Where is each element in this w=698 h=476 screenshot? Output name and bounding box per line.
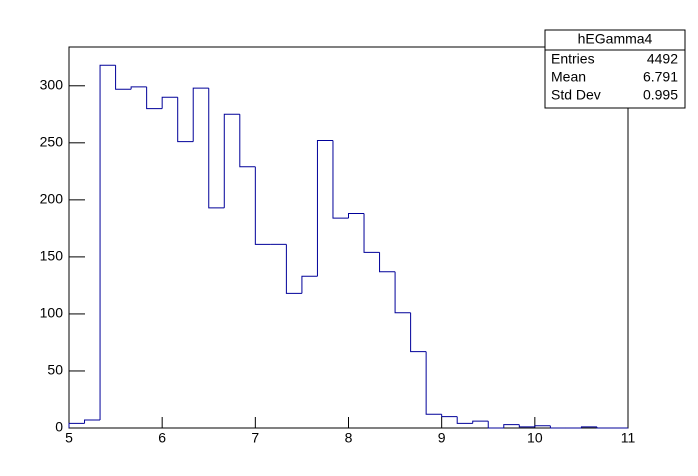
stats-title: hEGamma4 xyxy=(578,31,653,47)
histogram-bin xyxy=(301,275,318,294)
x-tick-label: 10 xyxy=(527,430,543,446)
histogram-bin xyxy=(192,87,209,142)
histogram-bin xyxy=(456,416,473,424)
x-tick-label: 8 xyxy=(345,430,353,446)
histogram-bin xyxy=(208,88,225,209)
x-tick-label: 7 xyxy=(251,430,259,446)
histogram-bin xyxy=(130,86,147,90)
histogram-bin xyxy=(472,420,489,424)
x-tick-label: 5 xyxy=(65,430,73,446)
histogram-bin xyxy=(285,244,302,294)
histogram-bin xyxy=(580,426,597,428)
y-tick-label: 150 xyxy=(40,248,64,264)
y-tick-label: 200 xyxy=(40,191,64,207)
histogram-bin xyxy=(177,97,194,143)
histogram-bin xyxy=(223,113,240,208)
y-tick-label: 100 xyxy=(40,305,64,321)
histogram-bin xyxy=(254,166,271,245)
y-tick-label: 300 xyxy=(40,76,64,92)
histogram-bin xyxy=(379,252,396,273)
histogram-bin xyxy=(596,426,613,429)
histogram-bin xyxy=(487,421,504,429)
histogram-bin xyxy=(99,64,116,421)
histogram-bin xyxy=(534,425,551,427)
histogram-bin xyxy=(518,424,535,428)
histogram-bin xyxy=(425,351,442,415)
stats-value: 0.995 xyxy=(643,87,678,103)
histogram-bin xyxy=(68,422,85,428)
histogram-bin xyxy=(363,213,380,253)
histogram-bin xyxy=(161,96,178,109)
histogram-bin xyxy=(394,271,411,314)
histogram-bin xyxy=(503,424,520,428)
histogram-bin xyxy=(410,312,427,353)
y-tick-label: 0 xyxy=(55,419,63,435)
histogram-bin xyxy=(316,140,333,277)
stats-value: 6.791 xyxy=(643,69,678,85)
histogram-bin xyxy=(115,65,132,90)
stats-box xyxy=(544,29,686,109)
stats-label: Entries xyxy=(551,51,595,67)
histogram-bin xyxy=(332,140,349,219)
x-tick-label: 11 xyxy=(621,430,636,446)
stats-value: 4492 xyxy=(647,51,678,67)
histogram-bin xyxy=(348,213,365,219)
histogram-bin xyxy=(441,414,458,418)
y-tick-label: 250 xyxy=(40,134,64,150)
histogram-bin xyxy=(146,86,163,110)
x-tick-label: 6 xyxy=(158,430,166,446)
histogram-bin xyxy=(84,419,101,424)
histogram-bin xyxy=(239,114,256,168)
histogram-bin xyxy=(549,425,566,429)
x-tick-label: 9 xyxy=(438,430,446,446)
stats-label: Std Dev xyxy=(551,87,601,103)
plot-frame xyxy=(68,46,629,429)
stats-label: Mean xyxy=(551,69,586,85)
y-tick-label: 50 xyxy=(47,362,63,378)
